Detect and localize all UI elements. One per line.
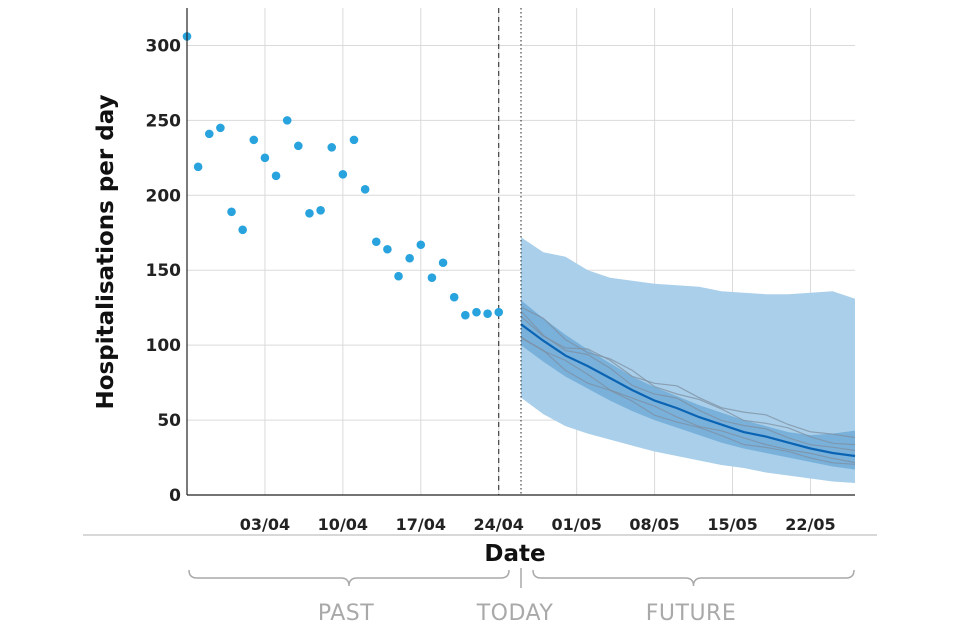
observed-point [216,123,225,133]
y-tick-label: 300 [146,36,182,56]
observed-point [282,116,292,125]
observed-point [438,258,448,268]
observed-points [182,32,504,320]
outer-uncertainty-band [521,237,855,483]
x-tick-label: 01/05 [551,515,601,534]
brace-future [532,569,855,587]
observed-point [271,171,281,181]
observed-point [316,205,325,215]
brace-past [188,569,510,587]
observed-point [260,153,270,163]
trajectory-line [520,306,856,446]
y-tick-label: 0 [169,486,181,506]
observed-point [494,307,504,317]
observed-point [394,271,403,281]
x-tick-label: 17/04 [396,515,446,534]
x-tick-labels: 03/04 10/04 17/04 24/04 01/05 08/05 15/05 22/05 [240,515,836,534]
y-tick-label: 250 [146,111,182,131]
x-tick-label: 08/05 [629,515,679,534]
observed-point [294,141,303,151]
observed-point [383,244,392,254]
observed-point [204,129,214,139]
observed-point [416,240,426,250]
period-label-today: TODAY [476,601,554,626]
observed-point [461,310,470,320]
observed-point [238,225,247,235]
x-tick-label: 22/05 [785,515,835,534]
observed-point [338,170,348,179]
x-tick-label: 24/04 [474,515,524,534]
observed-point [449,292,459,302]
trajectory-line [520,310,856,452]
observed-point [483,309,492,318]
observed-point [472,307,481,317]
trajectory-line [520,336,856,464]
y-tick-label: 100 [146,336,182,356]
period-label-future: FUTURE [646,601,736,626]
y-tick-label: 50 [157,411,181,431]
observed-point [427,273,437,283]
y-tick-label: 150 [146,261,182,281]
x-tick-label: 15/05 [707,515,757,534]
observed-point [193,162,203,172]
forecast-median [520,323,856,458]
observed-point [371,237,381,247]
median-line [520,323,856,458]
observed-point [349,135,359,145]
y-tick-labels: 0 50 100 150 200 250 300 [146,36,182,506]
inner-uncertainty-band [521,300,855,470]
forecast-bands [521,237,855,483]
observed-point [227,207,236,217]
observed-point [327,143,337,152]
trajectory-line [520,315,856,439]
forecast-trajectories [520,306,856,465]
observed-point [305,208,314,218]
x-tick-label: 03/04 [240,515,290,534]
observed-point [405,253,414,263]
trajectory-line [520,337,856,465]
period-label-past: PAST [318,601,374,626]
x-tick-label: 10/04 [318,515,368,534]
reference-lines [498,8,522,495]
axes [83,8,877,536]
x-axis-title: Date [484,541,545,567]
observed-point [249,135,259,145]
period-annotations: PAST TODAY FUTURE [188,568,855,626]
y-tick-label: 200 [146,186,182,206]
y-axis-title: Hospitalisations per day [93,94,119,409]
observed-point [360,185,370,194]
